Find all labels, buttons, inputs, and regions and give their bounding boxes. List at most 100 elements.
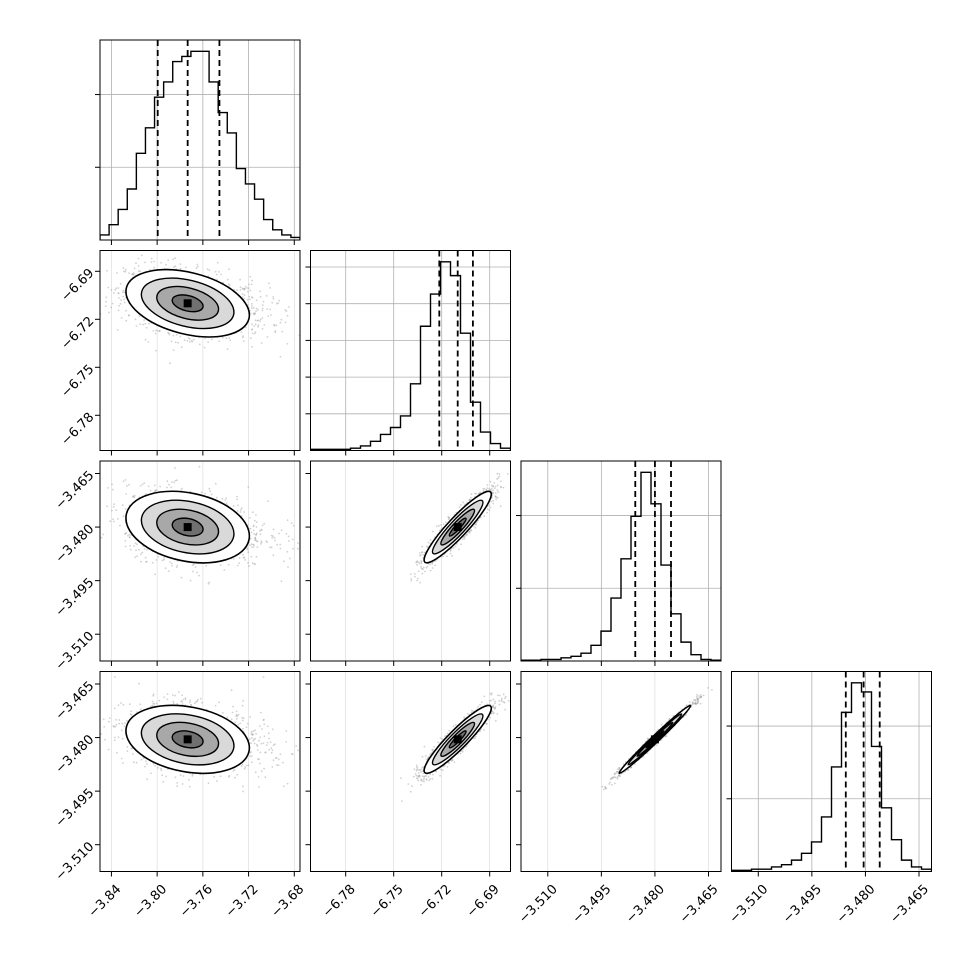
scatter-point [106,269,108,272]
scatter-point [170,562,173,565]
scatter-point [287,306,290,308]
scatter-point [108,717,111,719]
scatter-point [174,257,177,260]
scatter-point [239,278,242,281]
scatter-point [117,292,120,295]
scatter-point [483,487,486,490]
scatter-point [495,498,497,501]
scatter-point [421,545,424,548]
scatter-point [124,270,127,273]
scatter-point [496,489,499,492]
scatter-point [133,494,136,497]
scatter-point [168,332,170,335]
scatter-point [249,298,251,301]
scatter-point [175,566,178,568]
panel-frame [310,250,511,451]
scatter-point [493,482,496,484]
scatter-point [274,539,276,542]
scatter-point [465,533,468,536]
scatter-point [174,467,176,469]
scatter-point [125,532,128,534]
panel-1-0 [95,250,310,456]
scatter-point [339,558,341,560]
scatter-point [259,318,262,321]
scatter-point [120,299,122,301]
scatter-point [470,493,473,496]
scatter-point [150,261,153,264]
scatter-point [445,521,447,524]
scatter-point [138,315,141,317]
scatter-point [255,533,257,536]
scatter-point [107,487,109,489]
scatter-point [429,569,432,572]
scatter-point [424,570,426,573]
scatter-point [260,342,263,344]
scatter-point [420,562,423,565]
scatter-point [190,339,193,342]
scatter-point [249,289,252,292]
scatter-point [492,489,495,492]
scatter-point [132,273,135,276]
scatter-point [145,493,147,495]
scatter-point [244,559,247,561]
scatter-point [254,538,257,540]
scatter-point [255,555,258,558]
scatter-point [206,268,209,271]
scatter-point [227,564,230,566]
scatter-point [297,542,299,544]
scatter-point [144,556,147,559]
scatter-point [174,341,177,344]
scatter-point [420,567,423,570]
scatter-point [188,340,191,343]
scatter-point [279,355,282,358]
scatter-point [115,509,118,511]
scatter-point [262,300,265,303]
scatter-point [167,259,170,262]
scatter-point [286,519,289,522]
panel-2-2 [516,460,722,666]
scatter-point [179,267,182,270]
scatter-point [158,329,161,332]
scatter-point [272,535,274,538]
scatter-point [467,531,470,534]
scatter-point [421,551,424,554]
scatter-point [429,539,432,541]
scatter-point [116,518,119,520]
scatter-point [258,786,260,788]
scatter-point [494,495,497,498]
scatter-point [221,498,224,500]
scatter-point [506,473,509,475]
scatter-point [270,534,273,537]
scatter-point [461,538,464,541]
scatter-point [169,362,171,365]
scatter-point [184,697,187,700]
scatter-point [279,321,282,324]
scatter-point [306,553,308,555]
scatter-point [145,326,148,329]
scatter-point [235,713,238,716]
scatter-point [291,538,294,541]
scatter-point [172,258,175,261]
scatter-point [252,543,255,546]
scatter-point [180,489,182,492]
scatter-point [250,531,253,534]
scatter-point [263,324,266,326]
scatter-point [272,296,275,298]
scatter-point [181,487,183,490]
scatter-point [172,349,175,351]
scatter-point [308,323,310,325]
scatter-point [248,283,250,286]
panel-0-0 [95,39,301,245]
scatter-point [420,560,423,562]
scatter-point [276,764,278,766]
scatter-point [129,548,132,551]
scatter-point [236,289,239,292]
scatter-point [131,273,134,276]
scatter-point [255,310,257,312]
scatter-point [119,282,122,285]
scatter-point [489,489,492,491]
scatter-point [267,315,270,317]
scatter-point [253,524,255,527]
scatter-point [144,338,147,341]
